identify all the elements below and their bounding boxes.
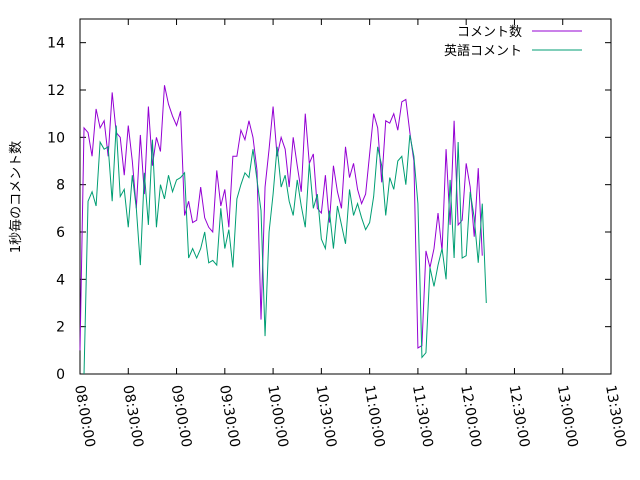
series-line-2 <box>83 125 487 375</box>
series-line-1 <box>79 85 483 351</box>
x-tick-label: 08:00:00 <box>71 384 98 449</box>
y-axis: 0 2 4 6 8 10 12 14 <box>47 36 611 383</box>
x-tick-label: 13:30:00 <box>602 384 629 449</box>
y-tick-label: 6 <box>56 225 65 241</box>
y-tick-label: 4 <box>56 272 65 288</box>
series-layer <box>79 85 487 375</box>
x-axis: 08:00:00 08:30:00 09:00:00 09:30:00 10:00:00… <box>71 19 629 449</box>
x-tick-label: 13:00:00 <box>554 384 581 449</box>
x-tick-label: 10:00:00 <box>264 384 291 449</box>
x-tick-label: 09:30:00 <box>216 384 243 449</box>
x-tick-label: 11:30:00 <box>409 384 436 449</box>
y-tick-label: 10 <box>47 130 65 146</box>
x-tick-label: 12:00:00 <box>457 384 484 449</box>
x-tick-label: 10:30:00 <box>312 384 339 449</box>
legend-label-series-1: コメント数 <box>457 25 522 40</box>
x-tick-label: 12:30:00 <box>506 384 533 449</box>
y-tick-label: 2 <box>56 320 65 336</box>
x-tick-label: 08:30:00 <box>119 384 146 449</box>
plot-frame <box>79 18 612 375</box>
x-tick-label: 11:00:00 <box>361 384 388 449</box>
y-tick-label: 0 <box>56 367 65 383</box>
legend: コメント数 英語コメント <box>444 25 582 59</box>
y-tick-label: 12 <box>47 83 65 99</box>
x-tick-label: 09:00:00 <box>168 384 195 449</box>
legend-label-series-2: 英語コメント <box>444 43 522 59</box>
y-tick-label: 14 <box>47 36 65 52</box>
y-axis-label: 1秒毎のコメント数 <box>8 141 24 253</box>
y-tick-label: 8 <box>56 178 65 194</box>
